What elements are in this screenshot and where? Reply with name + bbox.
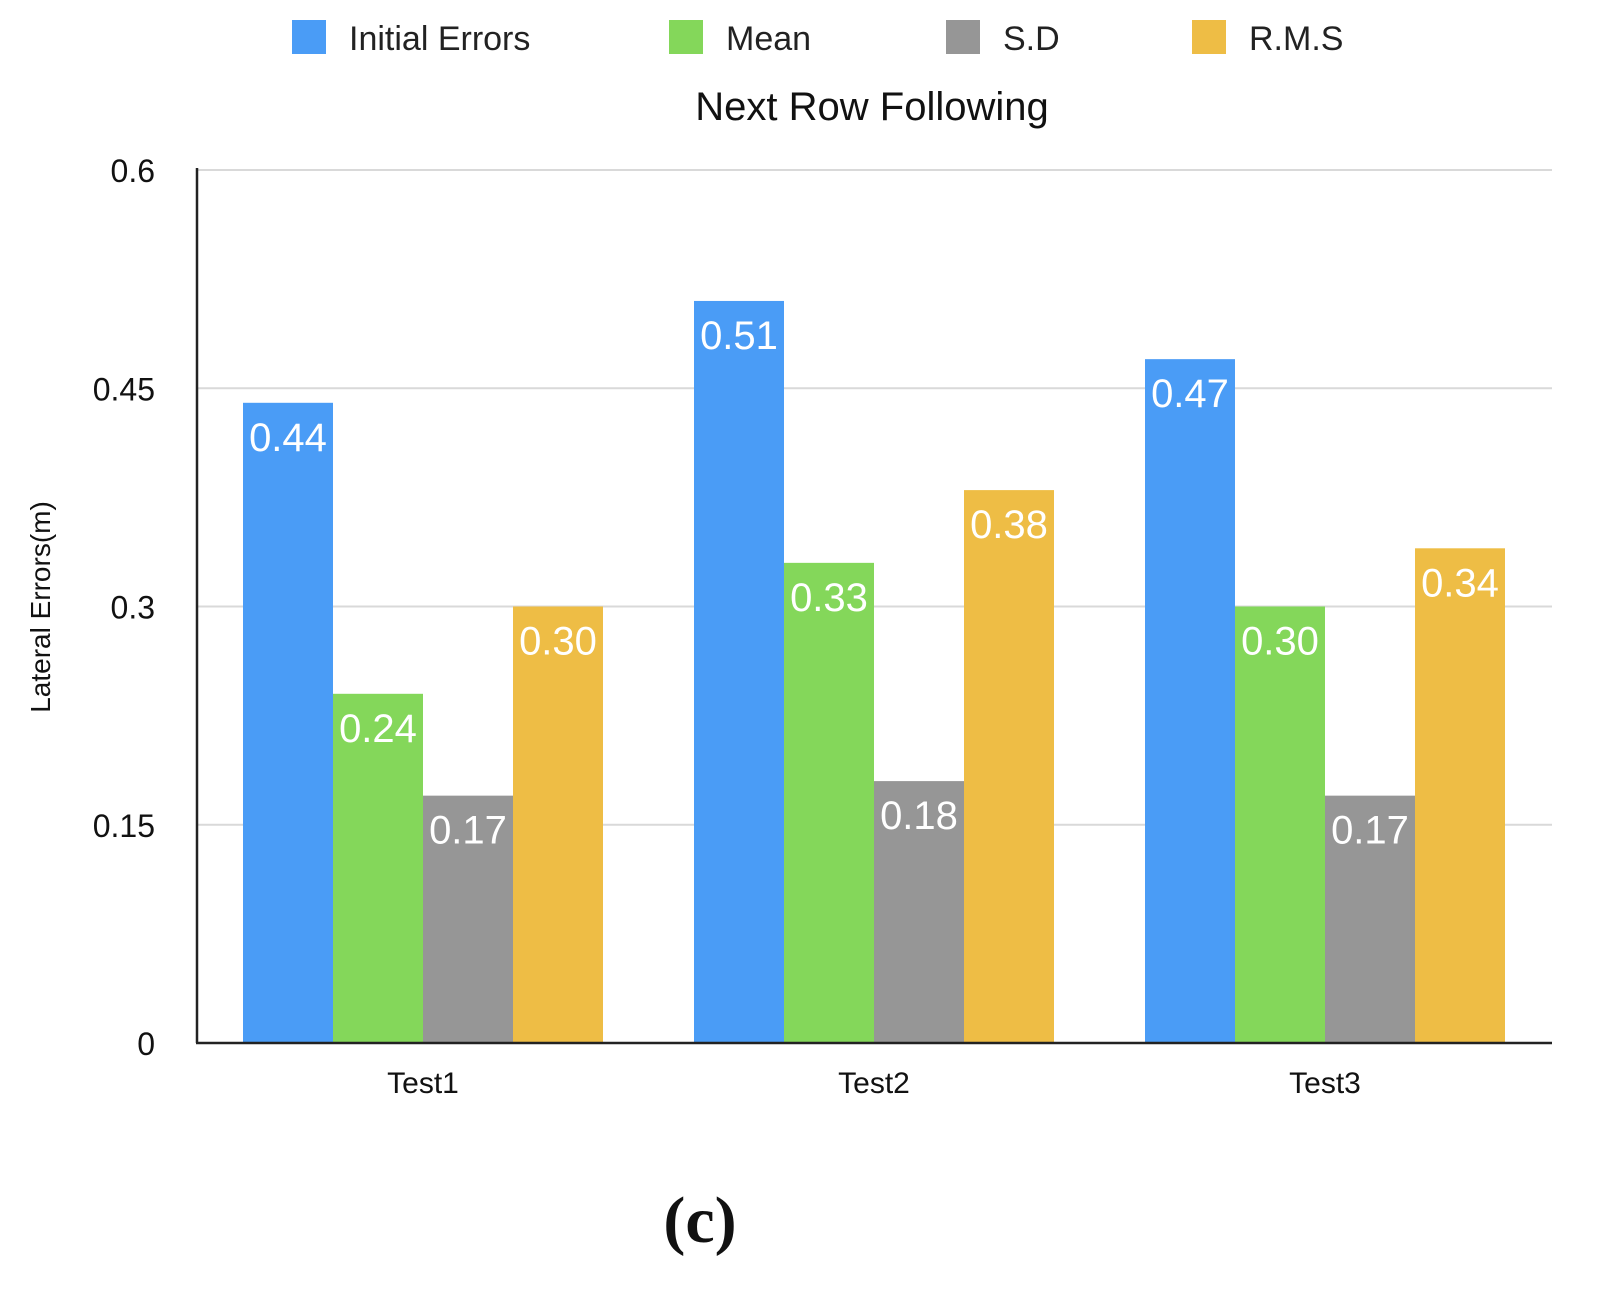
x-axis-categories: Test1 Test2 Test3 — [387, 1067, 1361, 1100]
bar-test1-s-d — [423, 795, 513, 1043]
bar-test3-initial-errors — [1145, 359, 1235, 1043]
bar-value-label: 0.17 — [429, 809, 507, 853]
bar-test1-r-m-s — [513, 606, 603, 1043]
bar-test2-mean — [784, 562, 874, 1043]
legend-swatch-s-d — [946, 20, 980, 54]
y-tick-label: 0.15 — [93, 808, 155, 844]
bar-test2-s-d — [874, 781, 964, 1043]
legend-swatch-r-m-s — [1192, 20, 1226, 54]
figure-caption: (c) — [663, 1184, 736, 1257]
bar-value-label: 0.24 — [339, 707, 417, 751]
legend-swatch-mean — [669, 20, 703, 54]
bar-value-label: 0.47 — [1151, 372, 1229, 416]
bar-test3-r-m-s — [1415, 548, 1505, 1043]
y-tick-label: 0.3 — [111, 590, 155, 626]
bars — [243, 300, 1505, 1044]
y-axis-ticks: 0 0.15 0.3 0.45 0.6 — [93, 153, 155, 1062]
x-category-label: Test2 — [838, 1067, 910, 1100]
bar-test1-mean — [333, 693, 423, 1043]
legend: Initial Errors Mean S.D R.M.S — [292, 20, 1343, 58]
y-tick-label: 0 — [137, 1026, 155, 1062]
bar-test3-mean — [1235, 606, 1325, 1043]
chart-title: Next Row Following — [695, 85, 1048, 129]
bar-value-label: 0.30 — [519, 620, 597, 664]
bar-test1-initial-errors — [243, 402, 333, 1043]
bar-value-label: 0.18 — [880, 794, 958, 838]
y-tick-label: 0.6 — [111, 153, 155, 189]
bar-test2-r-m-s — [964, 490, 1054, 1044]
legend-swatch-initial-errors — [292, 20, 326, 54]
bar-test2-initial-errors — [694, 300, 784, 1043]
x-category-label: Test1 — [387, 1067, 459, 1100]
legend-label-s-d: S.D — [1003, 20, 1060, 58]
bar-value-label: 0.38 — [970, 503, 1048, 547]
bar-value-labels: 0.44 0.24 0.17 0.30 0.51 0.33 0.18 0.38 0.47 0.30… — [249, 314, 1499, 853]
bar-value-label: 0.33 — [790, 576, 868, 620]
x-category-label: Test3 — [1289, 1067, 1361, 1100]
legend-label-mean: Mean — [726, 20, 811, 58]
legend-label-initial-errors: Initial Errors — [349, 20, 530, 58]
y-tick-label: 0.45 — [93, 371, 155, 407]
bar-test3-s-d — [1325, 795, 1415, 1043]
bar-value-label: 0.34 — [1421, 561, 1499, 605]
bar-value-label: 0.44 — [249, 416, 327, 460]
legend-label-r-m-s: R.M.S — [1249, 20, 1343, 58]
bar-value-label: 0.17 — [1331, 809, 1409, 853]
y-axis-label: Lateral Errors(m) — [25, 501, 56, 713]
bar-value-label: 0.30 — [1241, 620, 1319, 664]
bar-value-label: 0.51 — [700, 314, 778, 358]
